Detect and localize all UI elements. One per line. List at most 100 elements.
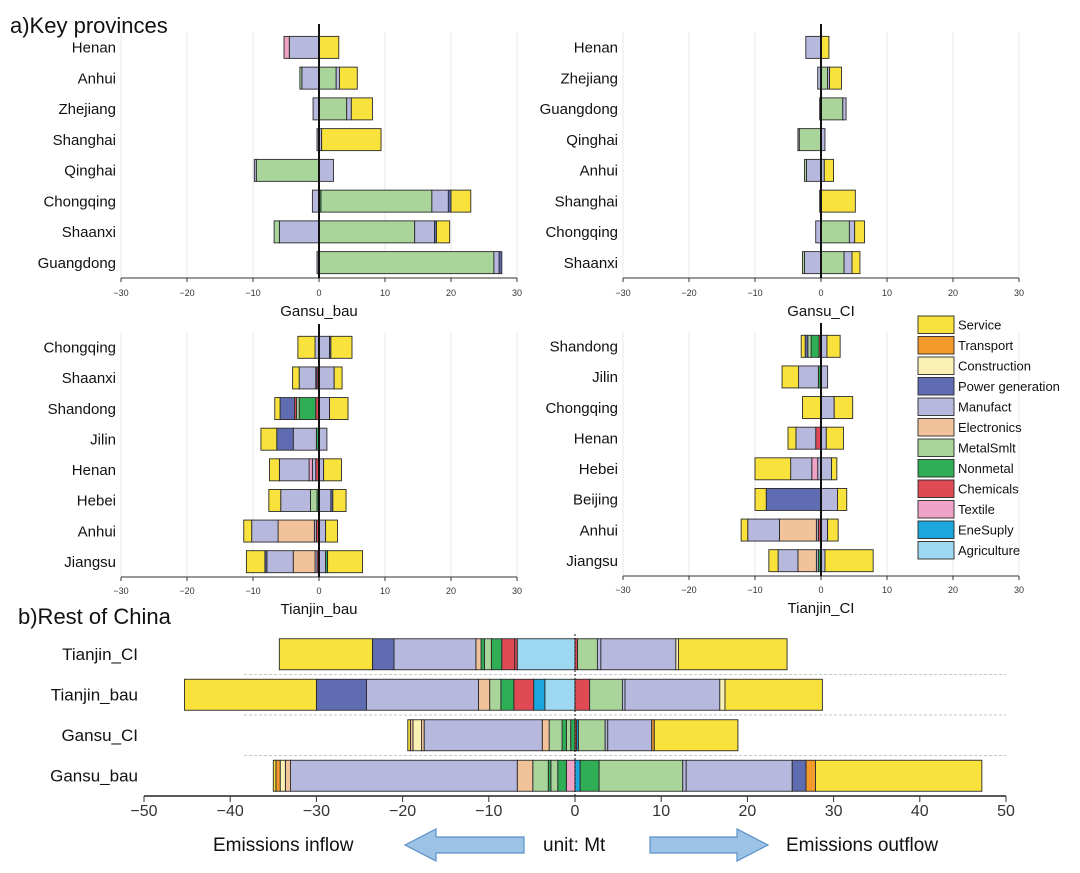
bar-segment-service	[820, 35, 830, 59]
bar-segment-textile	[308, 458, 313, 482]
bar-segment-manufact	[607, 719, 653, 752]
bar-segment-service	[724, 678, 823, 711]
category-label: Hebei	[77, 493, 116, 510]
bar-segment-manufact	[266, 550, 294, 574]
bar-segment-metalsmlt	[318, 97, 348, 121]
bar-segment-enesuply	[574, 759, 581, 792]
x-tick-label: −20	[681, 585, 696, 595]
bar-segment-electronics	[284, 759, 291, 792]
category-label: Henan	[574, 430, 618, 447]
bar-segment-service	[754, 457, 792, 481]
x-tick-label: −50	[130, 803, 157, 820]
bar-segment-manufact	[596, 638, 602, 671]
bar-segment-service	[350, 97, 373, 121]
x-tick-label: −20	[179, 288, 194, 298]
bar-segment-service	[184, 678, 317, 711]
x-tick-label: 50	[997, 803, 1015, 820]
bar-segment-manufact	[842, 97, 847, 121]
bar-segment-transport	[275, 759, 281, 792]
category-label: Gansu_bau	[50, 767, 138, 786]
x-tick-label: −10	[245, 586, 260, 596]
bar-segment-textile	[565, 759, 576, 792]
section-b-title: b)Rest of China	[18, 604, 172, 629]
bar-segment-manufact	[298, 366, 317, 390]
bar-segment-service	[268, 488, 282, 512]
bar-segment-manufact	[335, 66, 340, 90]
bar-segment-service	[854, 220, 866, 244]
bar-segment-power-generation	[315, 678, 367, 711]
bar-segment-manufact	[318, 427, 328, 451]
bar-segment-manufact	[804, 251, 822, 275]
x-tick-label: 10	[652, 803, 670, 820]
bar-segment-manufact	[747, 518, 780, 542]
legend-swatch-electronics	[917, 418, 955, 437]
legend-label-construction: Construction	[958, 359, 1031, 374]
bar-segment-service	[325, 519, 338, 543]
bar-segment-manufact	[820, 487, 838, 511]
category-label: Shanghai	[555, 193, 618, 210]
bar-segment-manufact	[346, 97, 352, 121]
legend-swatch-transport	[917, 336, 955, 355]
bar-segment-manufact	[290, 759, 518, 792]
category-label: Hebei	[579, 461, 618, 478]
bar-segment-construction	[412, 719, 423, 752]
section-a-title: a)Key provinces	[10, 13, 168, 38]
x-tick-label: −20	[389, 803, 416, 820]
bar-segment-service	[653, 719, 739, 752]
category-label: Anhui	[78, 523, 116, 540]
bar-segment-manufact	[624, 678, 721, 711]
bar-segment-manufact	[798, 365, 819, 389]
category-label: Henan	[72, 462, 116, 479]
bar-segment-nonmetal	[561, 719, 567, 752]
panel-title: Tianjin_bau	[281, 601, 358, 618]
bar-segment-service	[740, 518, 749, 542]
legend-label-transport: Transport	[958, 338, 1014, 353]
category-label: Zhejiang	[58, 101, 116, 118]
bar-segment-metalsmlt	[299, 66, 303, 90]
x-tick-label: 0	[818, 288, 823, 298]
category-label: Qinghai	[566, 132, 618, 149]
bar-segment-manufact	[431, 189, 449, 213]
legend-label-metalsmlt: MetalSmlt	[958, 441, 1016, 456]
bar-segment-construction	[279, 759, 286, 792]
x-tick-label: 30	[825, 803, 843, 820]
x-tick-label: −10	[475, 803, 502, 820]
legend-swatch-chemicals	[917, 479, 955, 498]
bar-segment-power-generation	[279, 397, 296, 421]
bar-segment-service	[823, 158, 834, 182]
bar-segment-nonmetal	[500, 678, 515, 711]
bar-segment-power-generation	[498, 251, 503, 275]
bar-segment-metalsmlt	[318, 66, 337, 90]
x-tick-label: −30	[615, 585, 630, 595]
bar-segment-metalsmlt	[489, 678, 502, 711]
bar-segment-metalsmlt	[577, 638, 598, 671]
bar-segment-textile	[811, 457, 819, 481]
bar-segment-manufact	[251, 519, 279, 543]
x-tick-label: 0	[818, 585, 823, 595]
legend-label-nonmetal: Nonmetal	[958, 461, 1014, 476]
bar-segment-service	[274, 397, 281, 421]
bar-segment-electronics	[778, 518, 817, 542]
category-label: Anhui	[78, 70, 116, 87]
x-tick-label: −30	[113, 288, 128, 298]
x-tick-label: 0	[571, 803, 580, 820]
bar-segment-service	[329, 397, 349, 421]
category-label: Beijing	[573, 492, 618, 509]
bar-segment-service	[333, 366, 343, 390]
bar-segment-service	[450, 189, 472, 213]
right-arrow-icon	[649, 828, 770, 862]
bar-segment-manufact	[318, 397, 331, 421]
panel-title: Gansu_bau	[280, 303, 358, 320]
bar-segment-chemicals	[574, 678, 591, 711]
bar-segment-service	[820, 189, 856, 213]
category-label: Shaanxi	[62, 224, 116, 241]
bar-segment-service	[802, 396, 822, 420]
legend-label-textile: Textile	[958, 502, 995, 517]
legend-swatch-metalsmlt	[917, 438, 955, 457]
bar-segment-manufact	[318, 158, 334, 182]
category-label: Shandong	[550, 339, 618, 356]
bar-segment-service	[278, 638, 373, 671]
bar-segment-metalsmlt	[798, 128, 822, 152]
bar-segment-metalsmlt	[820, 97, 844, 121]
bar-segment-metalsmlt	[309, 488, 318, 512]
